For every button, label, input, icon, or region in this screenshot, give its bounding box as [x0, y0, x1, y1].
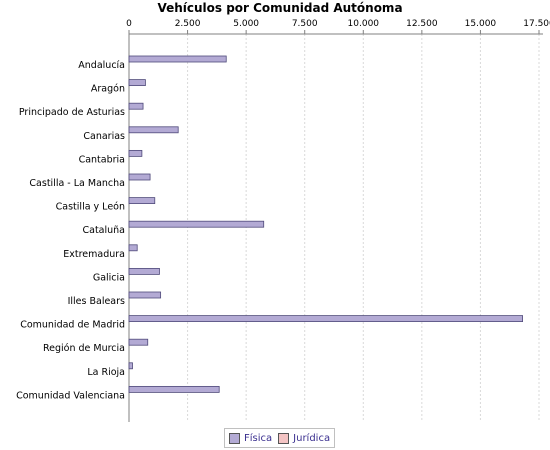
- bar-fisica: [128, 102, 144, 110]
- bar-fisica: [128, 197, 156, 205]
- bar-fisica: [128, 126, 179, 134]
- category-label: Comunidad Valenciana: [16, 390, 125, 401]
- legend-item: Jurídica: [278, 432, 331, 444]
- category-label: Extremadura: [63, 249, 125, 260]
- category-label: Galicia: [93, 272, 125, 283]
- x-tick-label: 12.500: [406, 19, 438, 29]
- bar-fisica: [128, 79, 146, 86]
- x-tick-label: 17.500: [523, 19, 550, 29]
- category-label: Illes Balears: [68, 296, 125, 307]
- bar-fisica: [128, 55, 227, 63]
- bar-fisica: [128, 385, 220, 393]
- category-label: Andalucía: [78, 60, 125, 71]
- x-tick-label: 10.000: [348, 19, 380, 29]
- bar-fisica: [128, 362, 133, 370]
- grid: [187, 34, 540, 422]
- bars: [128, 55, 524, 393]
- x-tick-label: 2.500: [175, 19, 201, 29]
- bar-fisica: [128, 267, 160, 275]
- category-label: Castilla - La Mancha: [29, 178, 125, 189]
- legend: Física Jurídica: [224, 428, 336, 448]
- axes: 0 2.500 5.000 7.500 10.000 12.500 15.000 17.500…: [16, 19, 550, 422]
- x-tick-label: 7.500: [292, 19, 318, 29]
- legend-label: Física: [244, 432, 273, 444]
- legend-label: Jurídica: [293, 432, 331, 444]
- x-tick-label: 15.000: [465, 19, 497, 29]
- category-label: Principado de Asturias: [19, 107, 125, 118]
- chart-title: Vehículos por Comunidad Autónoma: [157, 1, 402, 15]
- category-label: Cantabria: [79, 154, 125, 165]
- category-label: Castilla y León: [56, 202, 125, 213]
- legend-swatch: [278, 432, 290, 444]
- bar-fisica: [128, 338, 149, 346]
- bar-fisica: [128, 291, 162, 299]
- legend-swatch: [229, 432, 240, 444]
- category-label: Cataluña: [82, 225, 125, 236]
- category-label: La Rioja: [87, 367, 125, 378]
- category-label: Canarias: [83, 131, 125, 142]
- x-tick-label: 5.000: [233, 19, 259, 29]
- bar-fisica: [128, 173, 151, 181]
- legend-item: Física: [229, 432, 273, 444]
- category-label: Comunidad de Madrid: [20, 320, 125, 331]
- bar-fisica: [128, 244, 138, 252]
- category-label: Aragón: [91, 84, 125, 95]
- bar-fisica: [128, 220, 265, 228]
- bar-fisica: [128, 315, 524, 323]
- category-label: Región de Murcia: [43, 343, 125, 354]
- x-tick-label: 0: [126, 19, 132, 29]
- bar-fisica: [128, 149, 143, 157]
